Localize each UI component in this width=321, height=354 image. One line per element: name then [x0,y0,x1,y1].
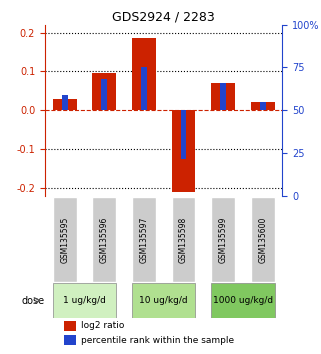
Bar [132,38,156,110]
FancyBboxPatch shape [211,284,274,318]
FancyBboxPatch shape [53,198,77,282]
Bar [62,95,68,110]
Bar [180,110,187,159]
FancyBboxPatch shape [211,198,235,282]
Text: GSM135599: GSM135599 [219,216,228,263]
Text: GSM135600: GSM135600 [258,216,267,263]
Text: GSM135596: GSM135596 [100,216,109,263]
Bar [64,321,76,331]
Text: log2 ratio: log2 ratio [81,321,124,330]
Text: 10 ug/kg/d: 10 ug/kg/d [139,296,188,305]
Bar [260,102,266,110]
Bar [64,335,76,346]
Text: percentile rank within the sample: percentile rank within the sample [81,336,234,345]
Text: dose: dose [22,296,45,306]
Bar [141,68,147,110]
Bar [251,102,274,110]
Bar [101,79,107,110]
FancyBboxPatch shape [251,198,274,282]
Text: GSM135598: GSM135598 [179,216,188,263]
Bar [211,83,235,110]
Bar [220,83,226,110]
Title: GDS2924 / 2283: GDS2924 / 2283 [112,11,215,24]
Text: 1000 ug/kg/d: 1000 ug/kg/d [213,296,273,305]
Text: GSM135597: GSM135597 [139,216,148,263]
Bar [92,73,116,110]
FancyBboxPatch shape [132,198,156,282]
FancyBboxPatch shape [132,284,195,318]
Bar [53,98,77,110]
FancyBboxPatch shape [53,284,116,318]
Bar [172,110,195,192]
Text: GSM135595: GSM135595 [60,216,69,263]
Text: 1 ug/kg/d: 1 ug/kg/d [63,296,106,305]
FancyBboxPatch shape [172,198,195,282]
FancyBboxPatch shape [92,198,116,282]
